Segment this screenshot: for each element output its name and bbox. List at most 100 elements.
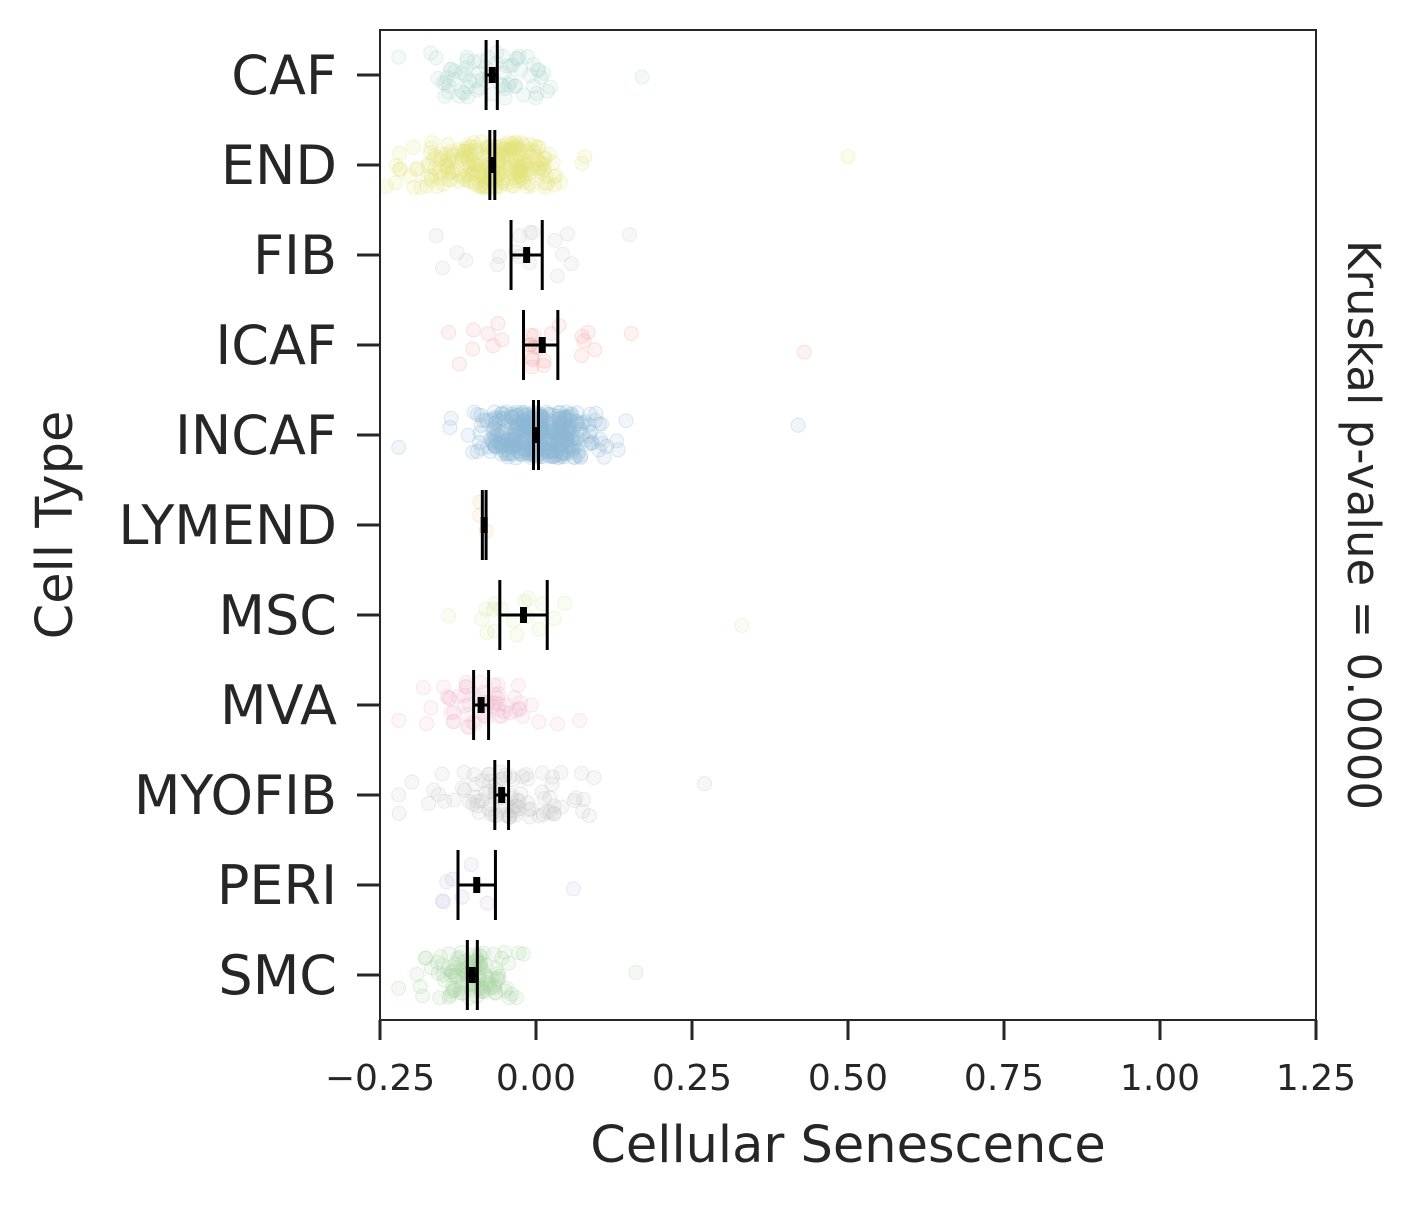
data-point-end xyxy=(534,155,550,171)
data-point-mva xyxy=(490,677,506,693)
data-point-end xyxy=(520,179,536,195)
data-point-smc xyxy=(449,959,465,975)
data-point-end xyxy=(467,161,483,177)
data-point-end xyxy=(506,178,522,194)
data-point-end xyxy=(467,156,483,172)
data-point-incaf xyxy=(556,428,571,444)
data-point-incaf xyxy=(516,432,532,448)
data-point-incaf xyxy=(508,437,524,453)
data-point-incaf xyxy=(495,411,511,427)
data-point-end xyxy=(510,157,526,173)
data-point-incaf xyxy=(542,436,558,452)
data-point-end xyxy=(466,165,482,181)
data-point-incaf xyxy=(513,429,529,445)
data-point-incaf xyxy=(570,436,586,452)
x-axis: −0.25 0.00 0.25 0.50 0.75 1.00 1.25 xyxy=(325,1020,1356,1099)
x-tick-label: 0.75 xyxy=(964,1058,1044,1099)
data-point-incaf xyxy=(470,407,486,422)
data-point-end xyxy=(508,173,524,189)
data-point-incaf xyxy=(545,423,561,439)
y-tick-label-msc: MSC xyxy=(218,584,337,647)
data-point-end xyxy=(514,170,530,186)
y-tick-label-icaf: ICAF xyxy=(215,314,337,377)
data-point-myofib xyxy=(492,771,508,787)
data-point-incaf xyxy=(498,445,514,461)
data-point-incaf xyxy=(508,414,524,430)
data-point-smc xyxy=(434,958,450,973)
data-point-incaf xyxy=(562,412,578,428)
data-point-incaf xyxy=(504,410,520,425)
data-point-end xyxy=(496,141,512,157)
data-point-end xyxy=(472,178,488,194)
data-point-caf xyxy=(459,49,475,65)
data-point-end xyxy=(537,161,553,177)
data-point-incaf xyxy=(494,438,510,454)
x-tick-label: 0.50 xyxy=(808,1058,888,1099)
data-point-myofib xyxy=(456,764,472,780)
data-point-end xyxy=(468,142,484,158)
data-point-smc xyxy=(415,988,431,1004)
data-point-incaf xyxy=(542,432,558,448)
data-points xyxy=(378,45,856,1006)
data-point-incaf xyxy=(493,406,509,422)
data-point-myofib xyxy=(568,790,584,806)
data-point-end xyxy=(503,151,519,167)
data-point-end xyxy=(533,165,549,181)
data-point-smc xyxy=(441,989,457,1005)
data-point-caf xyxy=(480,49,496,65)
data-point-myofib xyxy=(513,786,529,802)
data-point-mva xyxy=(458,678,474,694)
data-point-myofib xyxy=(518,767,534,783)
data-point-incaf xyxy=(552,419,568,434)
data-point-end xyxy=(522,136,538,152)
data-point-incaf xyxy=(549,447,564,463)
data-point-end xyxy=(388,157,404,173)
data-point-caf xyxy=(430,70,446,86)
data-point-incaf xyxy=(584,435,600,451)
data-point-smc xyxy=(433,949,448,964)
data-point-caf xyxy=(540,83,555,99)
data-point-incaf xyxy=(558,424,574,440)
data-point-icaf xyxy=(485,338,501,354)
data-point-incaf xyxy=(490,423,506,439)
data-point-incaf xyxy=(536,439,552,455)
data-point-end xyxy=(419,178,435,194)
data-point-end xyxy=(459,167,475,183)
data-point-mva xyxy=(494,708,510,724)
x-tick-label: 0.25 xyxy=(652,1058,732,1099)
data-point-mva xyxy=(523,697,539,713)
data-point-smc xyxy=(501,990,517,1006)
data-point-caf xyxy=(466,54,482,70)
data-point-end xyxy=(496,147,512,163)
data-point-incaf xyxy=(471,435,487,451)
data-point-myofib xyxy=(468,776,484,792)
data-point-incaf xyxy=(541,434,557,450)
data-point-incaf xyxy=(497,433,513,449)
data-point-incaf xyxy=(545,448,561,464)
data-point-myofib xyxy=(511,801,527,816)
data-point-incaf xyxy=(546,448,562,464)
data-point-incaf xyxy=(509,417,525,433)
data-point-incaf xyxy=(541,415,557,431)
data-point-incaf xyxy=(555,417,571,433)
data-point-incaf xyxy=(499,404,515,420)
data-point-peri xyxy=(434,893,450,909)
data-point-peri xyxy=(435,894,451,910)
data-point-icaf xyxy=(796,344,812,360)
data-point-end xyxy=(439,158,455,174)
data-point-end xyxy=(538,179,554,195)
data-point-incaf xyxy=(507,421,523,437)
data-point-myofib xyxy=(509,798,525,814)
data-point-end xyxy=(513,164,529,180)
data-point-icaf xyxy=(524,350,540,366)
data-point-incaf xyxy=(514,406,530,422)
data-point-incaf xyxy=(591,416,607,432)
data-point-incaf xyxy=(552,441,567,457)
data-point-smc xyxy=(412,979,428,995)
data-point-end xyxy=(451,142,467,158)
data-point-myofib xyxy=(457,782,473,798)
data-point-end xyxy=(421,156,437,171)
data-point-incaf xyxy=(500,419,516,435)
data-point-end xyxy=(445,148,461,164)
data-point-incaf xyxy=(554,424,570,440)
